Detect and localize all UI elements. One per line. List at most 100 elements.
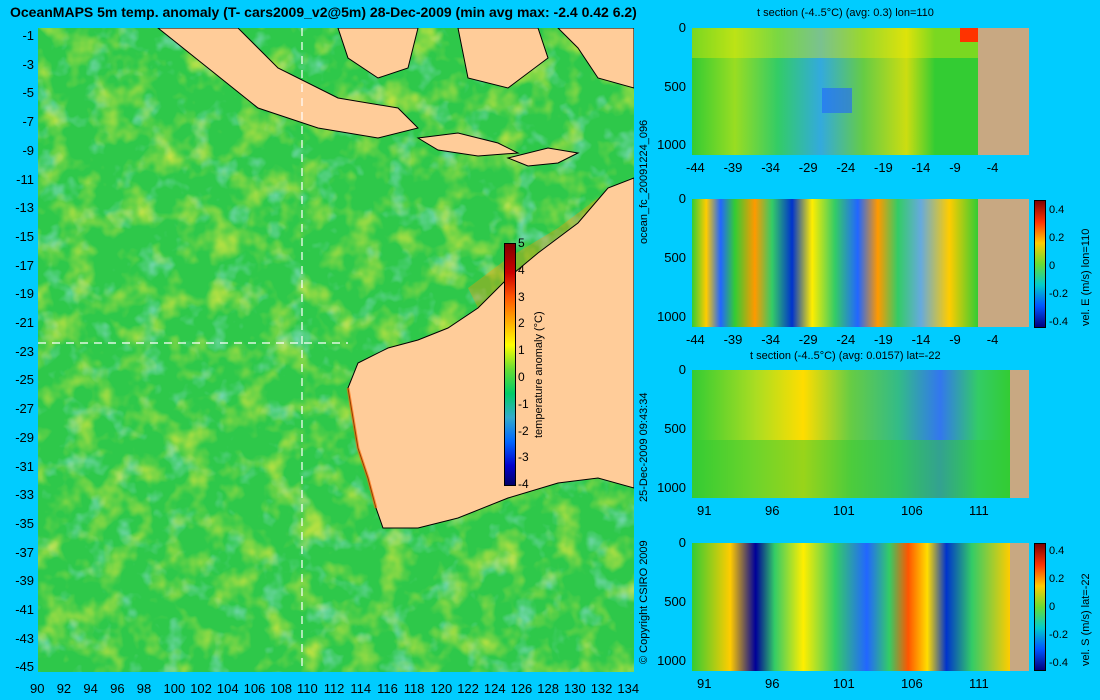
lat-tick: -43 (15, 630, 34, 646)
section-4-x-tick: 106 (901, 676, 923, 691)
lon-tick: 92 (56, 681, 72, 696)
section-3-x-tick: 101 (833, 503, 855, 518)
sumatra-java-landmass (157, 28, 419, 139)
section-3-depth-tick: 1000 (657, 480, 686, 495)
section-4-colorbar-label: vel. S (m/s) lat=-22 (1080, 573, 1092, 666)
section-4-colorbar-tick: 0.2 (1049, 573, 1065, 585)
section-1-x-tick: -44 (686, 160, 705, 175)
section-1-depth-tick: 0 (678, 20, 686, 35)
section-3-x-tick: 91 (697, 503, 712, 518)
section-3-x-tick: 106 (901, 503, 923, 518)
lat-tick: -9 (22, 142, 34, 158)
section-4-colorbar-tick: 0 (1049, 601, 1056, 613)
lon-tick: 94 (83, 681, 98, 696)
lon-tick: 104 (216, 681, 239, 696)
temperature-anomaly-map[interactable] (38, 28, 634, 672)
section-4-x-tick: 111 (969, 676, 989, 691)
section-1-x-tick: -39 (723, 160, 743, 175)
section-4-x-tick: 101 (833, 676, 855, 691)
section-1-x-tick: -29 (798, 160, 818, 175)
lat-tick: -7 (22, 114, 34, 130)
section-1-depth-tick: 500 (664, 78, 686, 94)
section-2-x-tick: -24 (836, 332, 856, 347)
lat-tick: -29 (15, 429, 34, 445)
lat-tick: -25 (15, 372, 34, 388)
lat-tick: -3 (22, 56, 34, 72)
section-1-x-tick: -24 (836, 160, 856, 175)
lon-tick: 122 (457, 681, 479, 696)
lat-tick: -41 (15, 602, 34, 617)
map-colorbar-tick: 3 (518, 289, 525, 304)
map-colorbar-tick: -3 (518, 450, 529, 465)
lon-tick: 134 (617, 681, 640, 696)
lat-tick: -45 (15, 659, 34, 675)
lon-tick: 132 (590, 681, 613, 696)
section-2-vel-e[interactable] (692, 199, 1029, 327)
map-colorbar-tick: 5 (518, 236, 525, 250)
lon-tick: 126 (510, 681, 533, 696)
section-4-depth-tick: 0 (678, 535, 686, 550)
lat-tick: -35 (15, 515, 34, 531)
lat-tick: -27 (15, 401, 34, 417)
map-colorbar (504, 243, 516, 486)
section-2-colorbar-tick: 0.2 (1049, 232, 1065, 244)
lon-tick: 116 (377, 681, 398, 696)
section-2-x-tick: -39 (723, 332, 743, 347)
map-colorbar-tick: 0 (518, 370, 525, 384)
lat-tick: -11 (16, 171, 34, 187)
section-1-x-tick: -9 (949, 160, 961, 175)
section-4-colorbar (1034, 543, 1046, 671)
map-colorbar-tick: -2 (518, 423, 529, 438)
lat-tick: -19 (15, 286, 34, 302)
map-colorbar-tick: 1 (518, 343, 525, 358)
lat-tick: -39 (15, 573, 34, 589)
lat-tick: -13 (15, 200, 34, 216)
section-2-x-tick: -29 (798, 332, 818, 347)
lat-tick: -15 (15, 228, 34, 244)
lon-tick: 130 (564, 681, 586, 696)
section-1-temp-lon[interactable] (692, 28, 1029, 155)
section-4-x-tick: 96 (765, 676, 780, 691)
lon-tick: 110 (297, 681, 318, 696)
lon-tick: 90 (30, 681, 45, 696)
section-1-x-tick: -4 (986, 160, 999, 175)
lon-tick: 100 (163, 681, 186, 696)
section-4-depth-tick: 1000 (657, 653, 686, 668)
lat-tick: -5 (22, 85, 34, 101)
section-4-colorbar-tick: 0.4 (1049, 545, 1065, 557)
section-2-x-tick: -19 (874, 332, 893, 347)
lon-tick: 98 (136, 681, 152, 696)
lat-tick: -37 (15, 544, 34, 560)
lon-tick: 102 (190, 681, 212, 696)
section-2-colorbar-tick: 0 (1049, 260, 1056, 272)
section-2-x-tick: -14 (911, 332, 931, 347)
section-4-colorbar-tick: -0.2 (1049, 629, 1068, 641)
section-2-x-tick: -4 (986, 332, 999, 347)
lat-tick: -33 (15, 487, 34, 503)
section-3-x-tick: 111 (969, 503, 989, 518)
lon-tick: 106 (243, 681, 266, 696)
page-title: OceanMAPS 5m temp. anomaly (T- cars2009_… (10, 4, 637, 20)
map-colorbar-tick: -1 (518, 396, 529, 411)
section-2-colorbar-tick: -0.2 (1049, 288, 1068, 300)
section-3-title: t section (-4..5°C) (avg: 0.0157) lat=-2… (750, 350, 941, 362)
section-1-title: t section (-4..5°C) (avg: 0.3) lon=110 (757, 7, 934, 19)
section-2-depth-tick: 1000 (657, 309, 686, 324)
section-2-x-tick: -9 (949, 332, 961, 347)
lat-tick: -21 (15, 315, 34, 330)
section-4-x-tick: 91 (697, 676, 712, 691)
section-3-temp-lat[interactable] (692, 370, 1029, 498)
section-2-colorbar-tick: 0.4 (1049, 204, 1065, 216)
section-3-depth-tick: 500 (664, 421, 686, 436)
lat-tick: -31 (15, 458, 34, 474)
section-3-x-tick: 96 (765, 503, 780, 518)
lon-tick: 124 (483, 681, 506, 696)
map-colorbar-tick: -4 (518, 477, 529, 492)
section-2-colorbar-label: vel. E (m/s) lon=110 (1080, 228, 1092, 326)
section-4-vel-s[interactable] (692, 543, 1029, 671)
section-3-depth-tick: 0 (678, 362, 686, 377)
map-colorbar-tick: 4 (518, 262, 525, 277)
section-1-x-tick: -34 (761, 160, 780, 175)
lon-tick: 96 (110, 681, 125, 696)
section-1-x-tick: -19 (874, 160, 893, 175)
